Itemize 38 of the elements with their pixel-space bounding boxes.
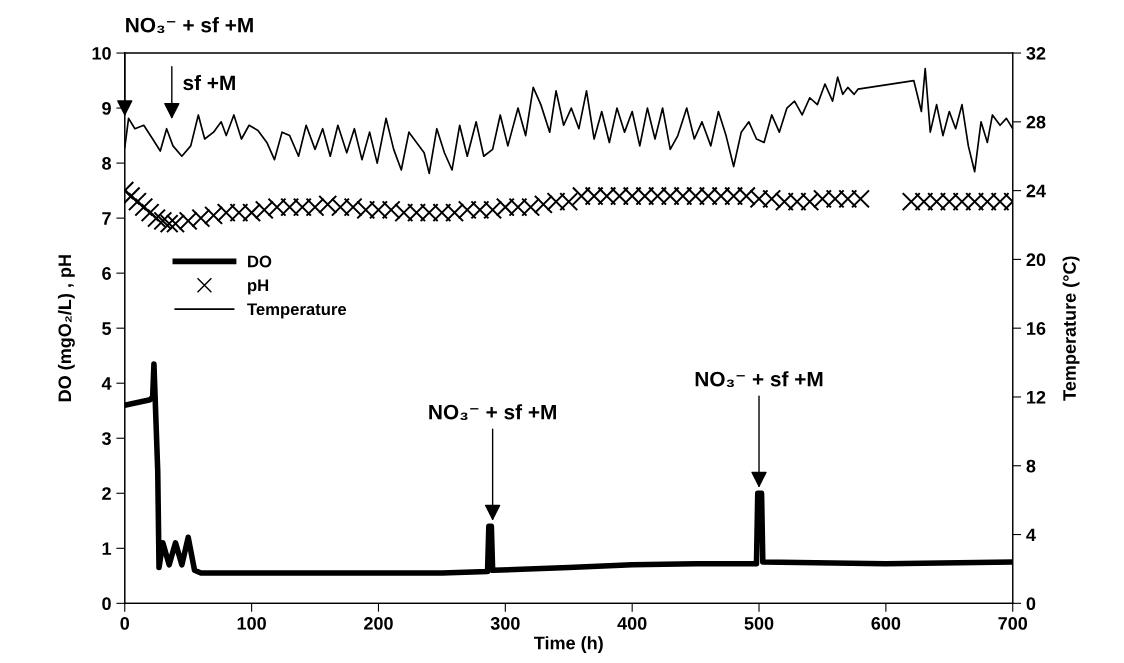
y-axis-title: DO (mgO₂/L) , pH	[57, 255, 75, 402]
x-axis-title: Time (h)	[534, 636, 603, 653]
y-tick-label: 6	[102, 267, 111, 280]
annotation: NO₃⁻ + sf +M	[695, 371, 823, 387]
x-tick-label: 600	[871, 617, 901, 630]
legend-label: pH	[248, 279, 269, 295]
y2-tick-label: 28	[1026, 115, 1046, 129]
y-tick-label: 5	[102, 322, 112, 335]
x-tick-label: 0	[120, 617, 130, 630]
x-tick-label: 100	[237, 617, 266, 630]
y2-tick-label: 16	[1027, 322, 1046, 335]
y-tick-label: 9	[102, 102, 111, 115]
y2-tick-label: 4	[1026, 528, 1036, 542]
y-tick-label: 7	[102, 212, 111, 225]
y-tick-label: 10	[92, 46, 111, 60]
y2-tick-label: 20	[1026, 253, 1046, 267]
y2-tick-label: 12	[1027, 390, 1046, 404]
annotation: sf +M	[183, 74, 235, 91]
y-tick-label: 0	[102, 597, 111, 611]
y-tick-label: 8	[102, 157, 112, 170]
legend-label: DO	[248, 255, 272, 268]
y2-tick-label: 0	[1026, 597, 1036, 611]
y2-axis-title: Temperature (°C)	[1062, 256, 1080, 401]
x-tick-label: 200	[364, 617, 393, 630]
y2-tick-label: 8	[1026, 459, 1036, 473]
y2-tick-label: 32	[1026, 46, 1046, 60]
y-tick-label: 4	[101, 377, 112, 390]
x-tick-label: 300	[490, 617, 520, 630]
y-tick-label: 3	[101, 432, 111, 445]
legend-label: Temperature	[247, 303, 347, 319]
y-tick-label: 2	[102, 487, 111, 500]
annotation: NO₃⁻ + sf +M	[429, 404, 556, 421]
text: NO₃⁻ + sf +M	[126, 17, 253, 33]
x-tick-label: 500	[744, 617, 774, 630]
y-tick-label: 1	[102, 542, 112, 555]
y2-tick-label: 24	[1026, 184, 1046, 198]
x-tick-label: 700	[998, 617, 1028, 630]
x-tick-label: 400	[617, 617, 647, 630]
